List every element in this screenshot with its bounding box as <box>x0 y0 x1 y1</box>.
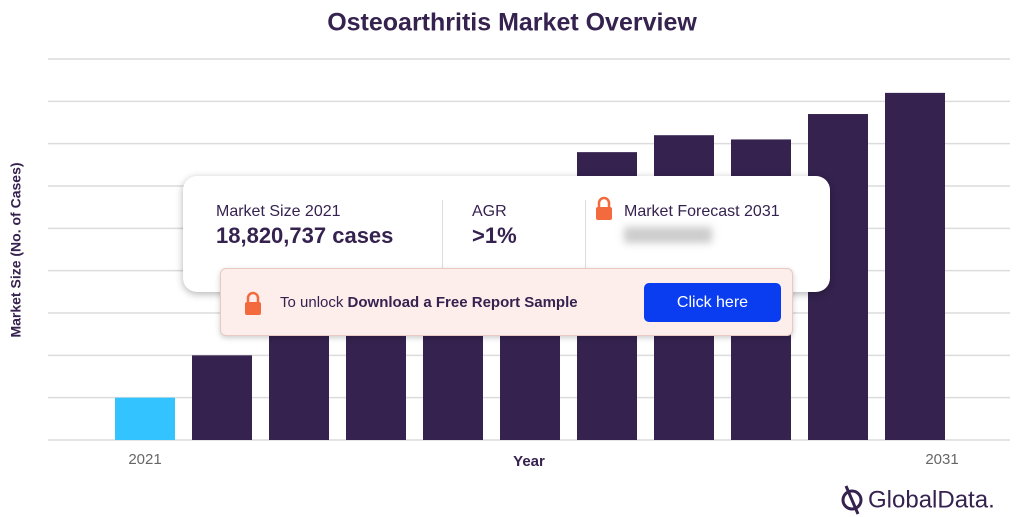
divider <box>585 200 586 268</box>
blurred-value <box>624 227 712 243</box>
divider <box>442 200 443 268</box>
market-size-value: 18,820,737 cases <box>216 223 394 248</box>
unlock-banner: To unlock Download a Free Report Sample … <box>220 268 793 336</box>
lock-icon <box>245 291 261 315</box>
forecast-label: Market Forecast 2031 <box>624 203 780 220</box>
bar <box>885 92 945 440</box>
market-size-label: Market Size 2021 <box>216 203 341 220</box>
logo-icon <box>841 489 863 511</box>
brand: GlobalData. <box>868 486 995 513</box>
unlock-text: To unlock Download a Free Report Sample <box>280 294 578 311</box>
unlock-link[interactable]: Download a Free Report Sample <box>347 294 578 311</box>
logo: GlobalData. <box>841 485 995 515</box>
chart-title: Osteoarthritis Market Overview <box>327 9 697 37</box>
bar <box>192 355 252 440</box>
cta-button[interactable]: Click here <box>644 283 781 322</box>
bar <box>115 397 175 440</box>
logo-icon <box>844 485 860 515</box>
agr-label: AGR <box>472 203 507 220</box>
agr-value: >1% <box>472 223 517 248</box>
lock-icon <box>596 196 612 220</box>
y-axis-label: Market Size (No. of Cases) <box>8 162 24 337</box>
x-axis-label: Year <box>513 453 545 470</box>
x-tick-label: 2021 <box>128 451 161 468</box>
x-tick-label: 2031 <box>925 451 958 468</box>
unlock-prefix: To unlock <box>280 294 344 311</box>
